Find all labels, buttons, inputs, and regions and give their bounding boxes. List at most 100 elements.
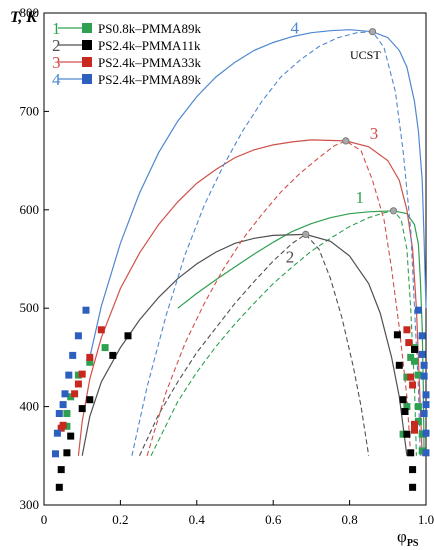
legend-marker-3 <box>82 57 92 67</box>
plot-frame <box>43 12 427 506</box>
data-point-1 <box>403 373 411 381</box>
data-point-1 <box>418 430 426 438</box>
data-point-4 <box>59 401 67 409</box>
x-axis-title-sub: PS <box>407 538 419 549</box>
data-point-2 <box>57 466 65 474</box>
data-point-2 <box>393 331 401 339</box>
ucst-points-layer <box>302 28 398 238</box>
data-point-3 <box>59 421 67 429</box>
data-point-4 <box>422 391 430 399</box>
spinodal-curve-1 <box>150 210 417 457</box>
curve-label-3: 3 <box>370 124 379 143</box>
data-point-3 <box>74 380 82 388</box>
data-point-4 <box>74 332 82 340</box>
data-point-2 <box>401 408 409 415</box>
data-point-4 <box>420 372 428 380</box>
data-point-4 <box>69 351 77 359</box>
curve-label-4: 4 <box>291 19 300 38</box>
data-point-1 <box>414 371 422 379</box>
legend-label-2: PS2.4k–PMMA11k <box>98 38 201 53</box>
data-point-1 <box>63 410 71 417</box>
legend-number-2: 2 <box>52 36 61 55</box>
data-point-1 <box>74 371 82 379</box>
data-point-4 <box>82 306 90 314</box>
data-point-4 <box>418 350 426 358</box>
y-axis-ticks: 300 400 500 600 700 800 <box>20 5 49 512</box>
data-point-2 <box>409 483 417 491</box>
data-point-3 <box>411 420 418 428</box>
binodal-curve-3 <box>77 139 423 456</box>
binodal-curve-4 <box>89 29 427 358</box>
data-point-1 <box>414 417 422 425</box>
x-axis-ticks: 0 0.2 0.4 0.6 0.8 1.0 <box>41 500 434 527</box>
data-point-2 <box>78 405 86 413</box>
data-point-2 <box>399 396 407 404</box>
ucst-annotation: UCST <box>350 48 381 62</box>
data-point-1 <box>101 344 109 352</box>
x-tick-label: 0.6 <box>265 512 282 527</box>
ucst-point-4 <box>368 28 377 36</box>
y-tick-label: 300 <box>20 497 40 512</box>
curve-number-labels: 1 2 3 4 <box>286 19 379 267</box>
data-point-4 <box>420 361 428 369</box>
x-tick-label: 0.4 <box>189 512 206 527</box>
data-point-4 <box>420 410 428 417</box>
data-point-3 <box>407 373 415 381</box>
data-point-1 <box>63 422 71 430</box>
data-point-3 <box>71 390 79 398</box>
data-point-4 <box>422 401 430 409</box>
spinodal-curve-3 <box>146 140 412 456</box>
data-point-4 <box>65 371 73 379</box>
curve-label-1: 1 <box>356 188 365 207</box>
legend-marker-4 <box>82 74 92 84</box>
x-tick-label: 0.8 <box>341 512 357 527</box>
y-axis-title: T, K <box>10 9 38 26</box>
data-point-1 <box>411 357 418 365</box>
data-point-4 <box>418 332 426 340</box>
data-point-4 <box>52 450 59 458</box>
data-point-2 <box>395 361 403 369</box>
data-point-1 <box>407 353 415 361</box>
x-tick-label: 0.2 <box>112 512 128 527</box>
markers-layer <box>52 306 430 491</box>
curves-layer <box>77 29 427 457</box>
data-point-3 <box>409 381 417 389</box>
data-point-4 <box>422 449 430 457</box>
data-point-4 <box>414 306 422 314</box>
spinodal-curve-2 <box>139 233 370 457</box>
spinodal-curve-4 <box>131 31 421 456</box>
data-point-3 <box>405 339 413 347</box>
legend-marker-1 <box>82 23 92 33</box>
data-point-2 <box>63 449 71 457</box>
data-point-4 <box>53 429 61 437</box>
data-point-3 <box>86 353 94 361</box>
data-point-2 <box>86 396 94 404</box>
data-point-2 <box>109 351 117 359</box>
y-tick-label: 600 <box>20 202 40 217</box>
data-point-1 <box>414 403 422 411</box>
data-point-3 <box>403 326 411 334</box>
y-tick-label: 800 <box>20 5 40 20</box>
data-point-2 <box>407 449 415 457</box>
x-tick-label: 0 <box>41 512 48 527</box>
plot-area <box>43 12 427 506</box>
data-point-3 <box>78 370 86 378</box>
data-point-2 <box>124 332 132 340</box>
data-point-2 <box>403 430 411 438</box>
curve-label-2: 2 <box>286 247 295 266</box>
data-point-3 <box>411 426 418 434</box>
binodal-curve-1 <box>177 210 425 456</box>
legend-number-4: 4 <box>52 70 61 89</box>
data-point-1 <box>86 358 94 366</box>
data-point-1 <box>418 447 426 455</box>
x-axis-title: φPS <box>397 527 419 549</box>
data-point-1 <box>399 430 407 438</box>
legend: 1 PS0.8k–PMMA89k 2 PS2.4k–PMMA11k 3 PS2.4k–PM… <box>52 19 201 89</box>
data-point-3 <box>97 326 105 334</box>
data-point-2 <box>67 432 75 440</box>
legend-number-1: 1 <box>52 19 61 38</box>
ucst-point-2 <box>302 230 310 238</box>
ucst-point-1 <box>389 207 398 215</box>
data-point-4 <box>422 429 430 437</box>
